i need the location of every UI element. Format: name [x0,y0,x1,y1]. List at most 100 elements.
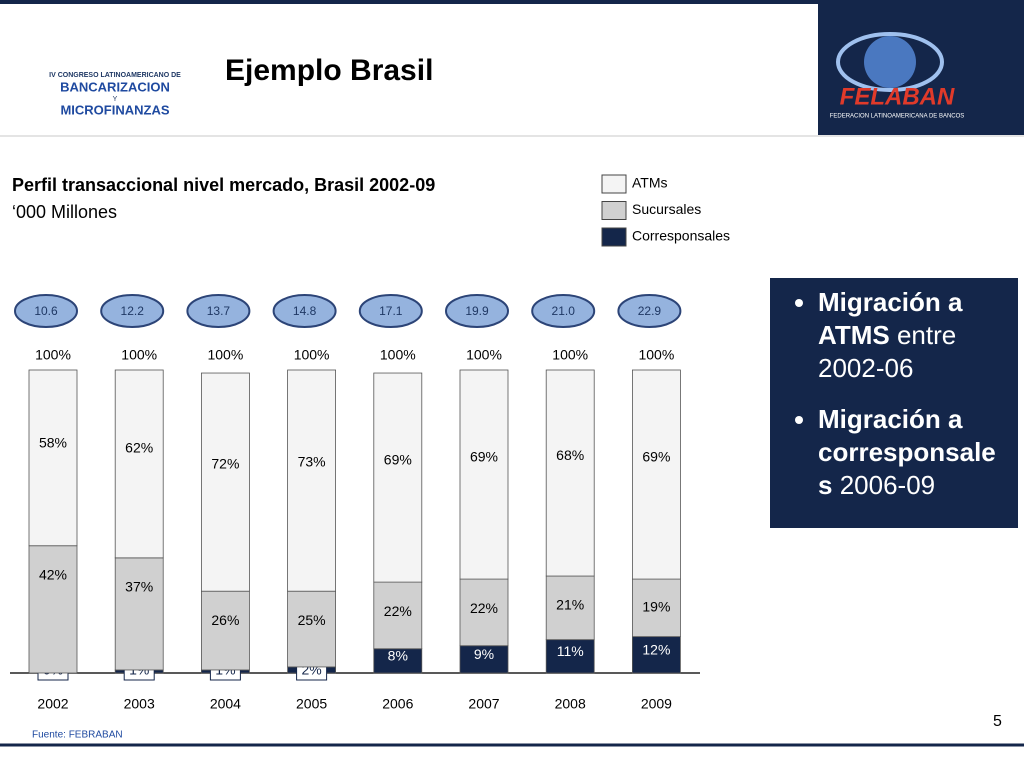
value-label: 21% [556,597,584,613]
total-badge [531,294,596,328]
value-label: 37% [125,579,153,595]
bar-segment [545,369,595,577]
bar-segment [373,581,423,650]
value-label: 73% [298,454,326,470]
total-label: 22.9 [638,304,662,318]
logo-text: FELABAN [840,83,955,110]
bullet: Migración a corresponsales 2006-09 [818,403,1004,502]
bar-segment [28,545,78,674]
bar-segment [287,369,337,592]
page-number: 5 [993,713,1002,730]
slide-title: Ejemplo Brasil [225,54,433,87]
bar-segment [632,636,681,674]
total-badge [445,294,509,328]
value-label: 25% [298,612,326,628]
x-tick-label: 2009 [641,696,672,712]
bullet-bold: Migración a ATMS [818,287,963,350]
value-label: 8% [388,648,408,664]
value-label: 22% [470,600,498,616]
value-label: 62% [125,440,153,456]
bar-segment [632,369,681,580]
bullet-box: Migración a ATMS entre 2002-06Migración … [770,278,1018,528]
bar-segment [114,369,164,559]
x-tick-label: 2003 [124,696,155,712]
value-label: 9% [474,646,494,662]
x-tick-label: 2004 [210,696,241,712]
total-label: 19.9 [465,304,489,318]
bar-segment [545,575,595,641]
total-label: 17.1 [379,304,403,318]
top-label: 100% [638,347,674,363]
bar-segment [459,645,509,674]
logo-text: Y [113,96,118,103]
x-tick-label: 2006 [382,696,413,712]
bar-segment [114,557,164,671]
logo-text: IV CONGRESO LATINOAMERICANO DE [49,72,181,79]
bullet-text: entre 2002-06 [818,320,957,383]
legend-swatch [601,227,627,247]
value-label: 69% [470,449,498,465]
logo-right-bg [818,4,1024,135]
top-label: 100% [552,347,588,363]
top-label: 100% [294,347,330,363]
chart-title: Perfil transaccional nivel mercado, Bras… [12,175,435,195]
top-label: 100% [35,347,71,363]
bar-segment [287,590,337,668]
globe [864,36,916,88]
bullet-bold: Migración a corresponsales [818,404,996,500]
bar-segment [373,372,423,583]
total-label: 14.8 [293,304,317,318]
total-badge [186,294,251,328]
source: Fuente: FEBRABAN [32,730,123,741]
bar-segment [200,372,250,592]
top-rule [0,0,1024,4]
top-label: 100% [380,347,416,363]
total-label: 21.0 [552,304,576,318]
bar-segment [545,639,595,674]
top-label: 100% [121,347,157,363]
bullet-list: Migración a ATMS entre 2002-06Migración … [782,286,1004,502]
value-label: 42% [39,566,67,582]
total-label: 10.6 [34,304,58,318]
bullet-text: 2006-09 [832,470,936,500]
total-badge [272,294,337,328]
legend-label: ATMs [632,175,668,191]
value-label: 19% [642,599,670,615]
value-label: 69% [642,449,670,465]
value-label: 22% [384,603,412,619]
x-tick-label: 2007 [468,696,499,712]
x-tick-label: 2008 [555,696,586,712]
bar-segment [459,578,509,647]
top-label: 100% [207,347,243,363]
globe [836,32,944,92]
logo-text: BANCARIZACION [60,79,170,94]
total-label: 12.2 [121,304,145,318]
total-badge [100,294,165,328]
legend-swatch [601,174,627,194]
top-label: 100% [466,347,502,363]
bar-segment [632,578,681,638]
total-badge [358,294,423,328]
value-label: 72% [211,455,239,471]
total-label: 13.7 [207,304,231,318]
logo-text: MICROFINANZAS [60,102,169,117]
bar-segment [459,369,509,580]
total-badge [14,294,78,328]
value-label: 26% [211,612,239,628]
logo-text: FEDERACION LATINOAMERICANA DE BANCOS [830,114,965,120]
bullet: Migración a ATMS entre 2002-06 [818,286,1004,385]
value-label: 69% [384,452,412,468]
value-label: 11% [557,643,584,659]
legend-label: Corresponsales [632,228,730,244]
x-tick-label: 2005 [296,696,327,712]
value-label: 58% [39,435,67,451]
value-label: 68% [556,447,584,463]
chart-subtitle: ‘000 Millones [12,202,117,222]
bar-segment [200,590,250,671]
value-label: 12% [642,642,670,658]
legend-label: Sucursales [632,201,701,217]
bar-segment [28,369,78,547]
legend-swatch [601,201,627,220]
